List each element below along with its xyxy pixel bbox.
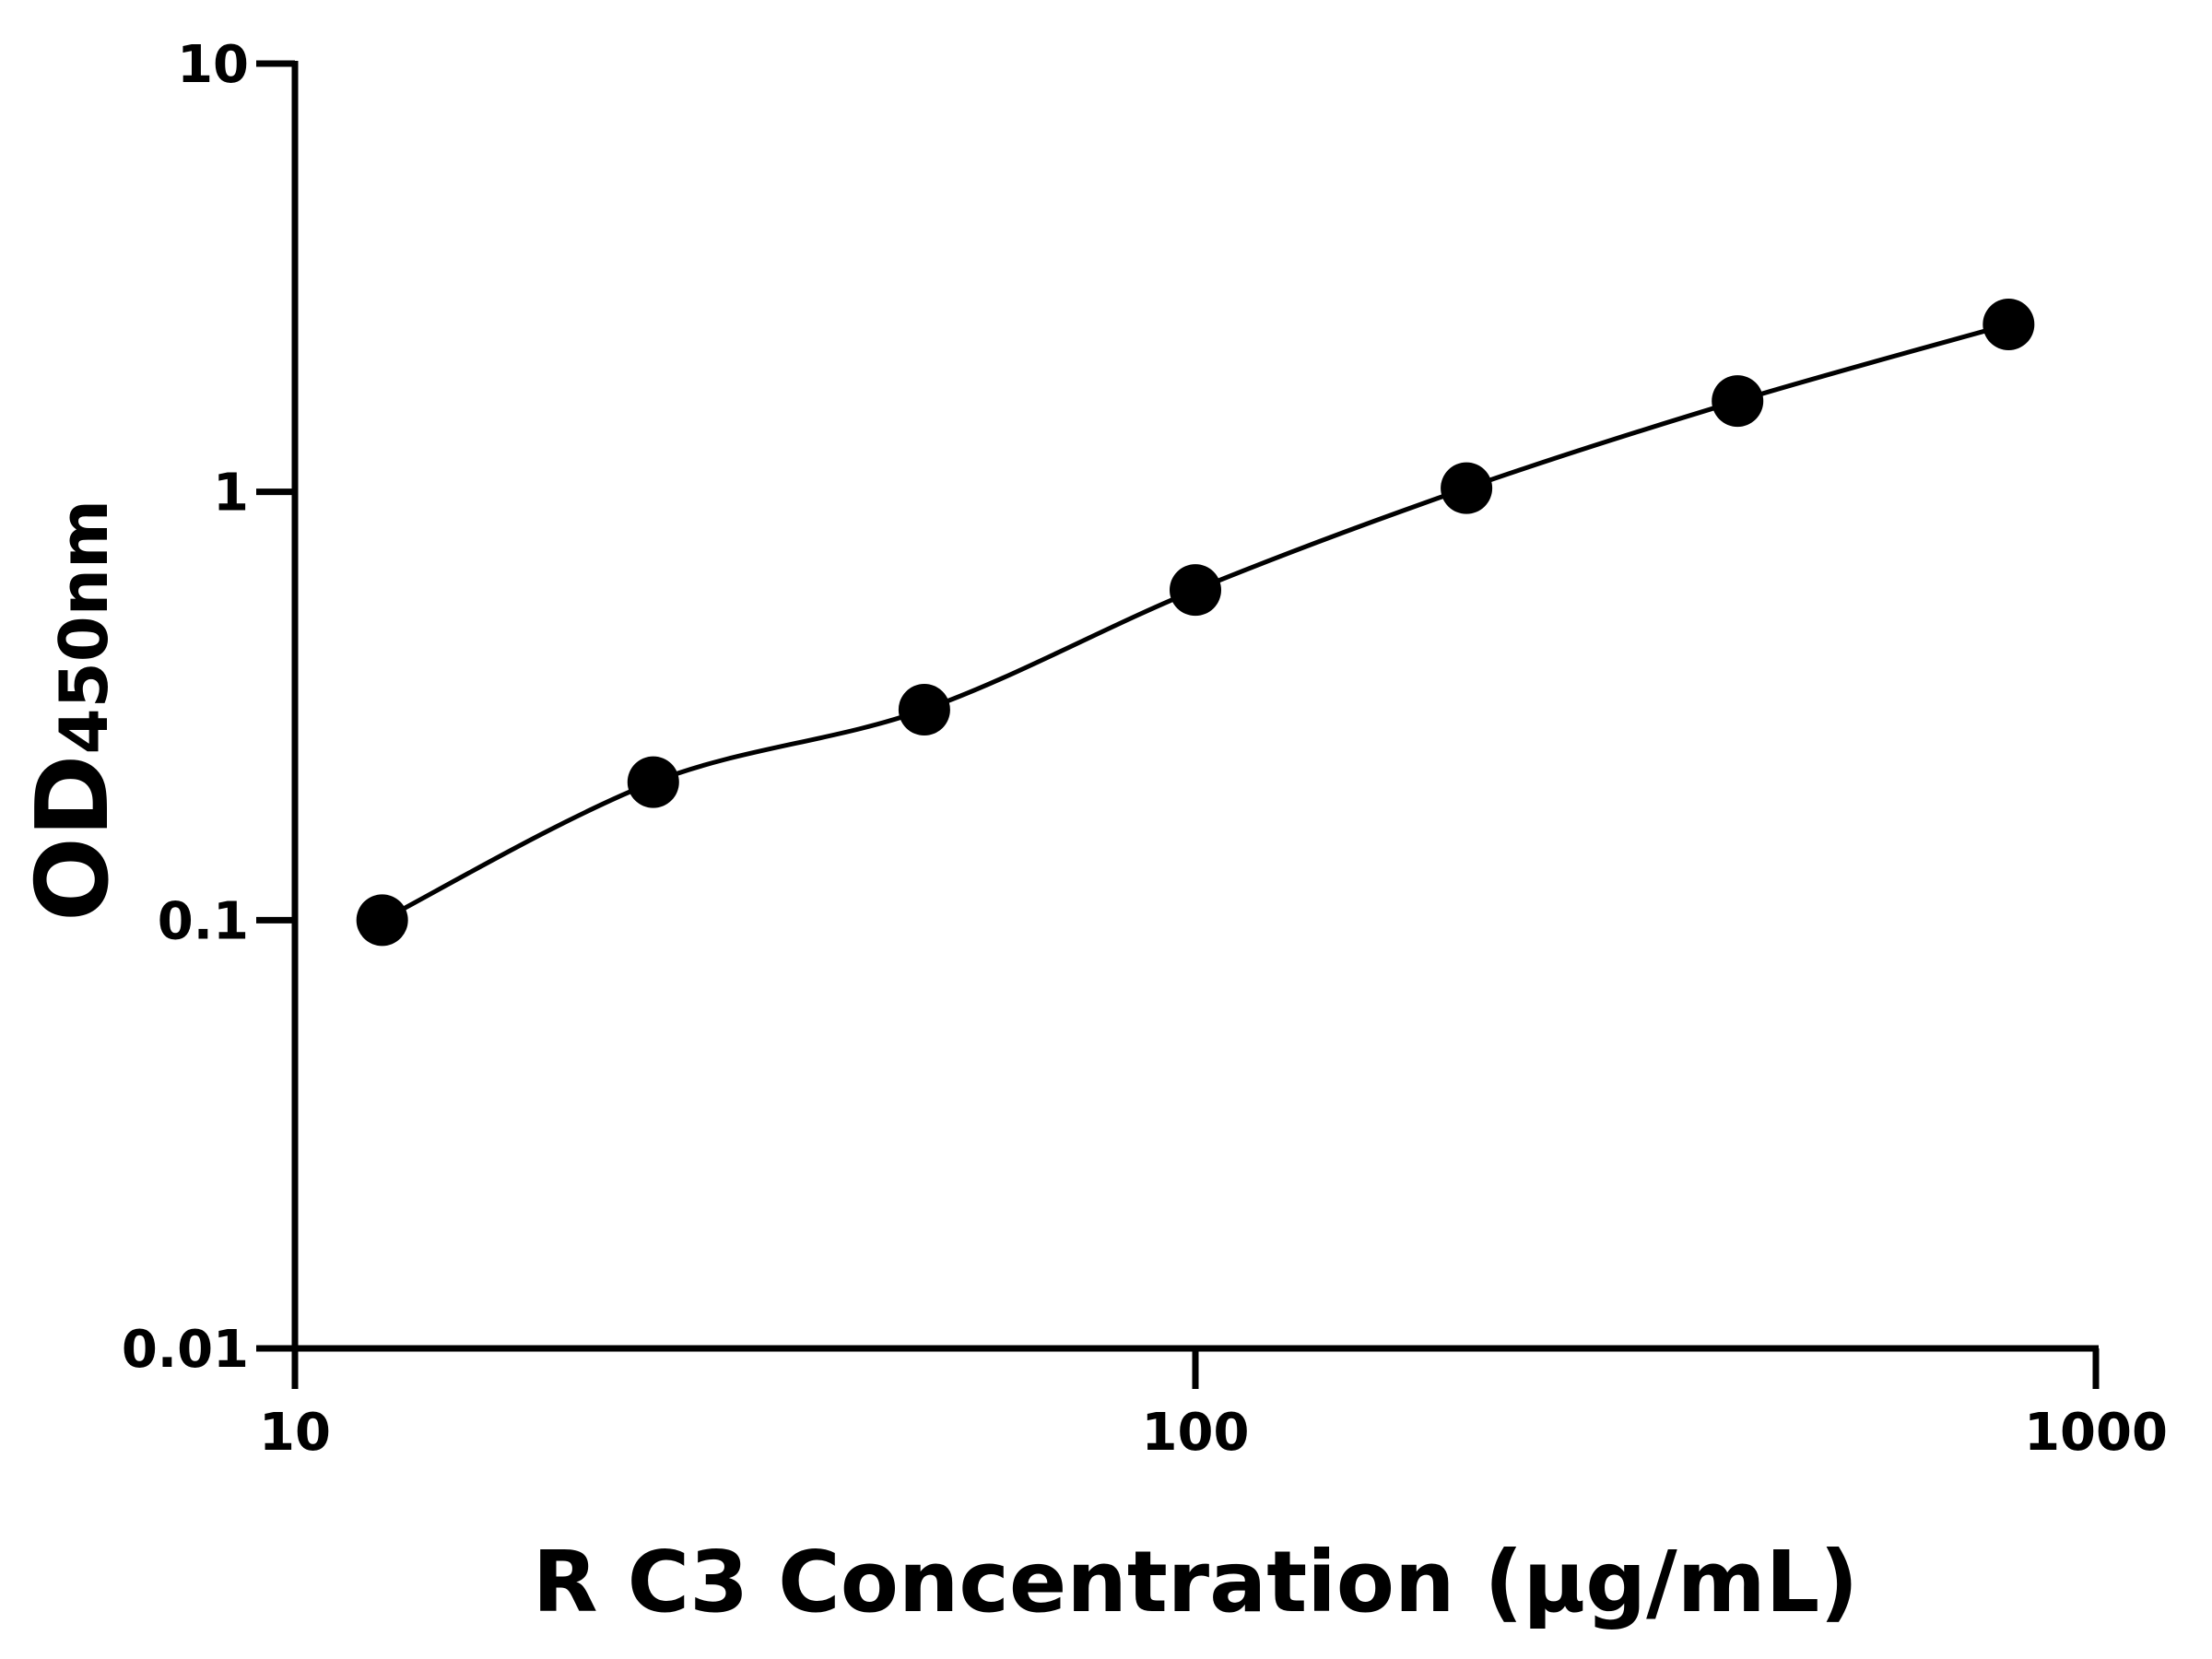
y-axis-label-sub: 450nm (45, 500, 123, 755)
data-point (1983, 299, 2035, 351)
x-tick-label: 10 (259, 1403, 331, 1463)
x-tick-label: 1000 (2024, 1403, 2168, 1463)
y-axis-label: OD450nm (16, 500, 131, 922)
y-tick-label: 1 (213, 464, 249, 524)
y-tick-label: 10 (177, 35, 249, 95)
y-tick-label: 0.1 (158, 891, 249, 951)
data-point (627, 756, 679, 808)
x-tick-label: 100 (1142, 1403, 1250, 1463)
data-point (898, 684, 950, 736)
y-tick-label: 0.01 (122, 1320, 249, 1380)
data-point (1712, 375, 1764, 428)
y-axis-label-main: OD (16, 755, 131, 922)
fitted-curve-line (381, 322, 2009, 923)
svg-text:OD450nm: OD450nm (16, 500, 131, 922)
data-point (356, 894, 408, 947)
data-point (1441, 462, 1493, 514)
data-point (1170, 564, 1221, 617)
x-axis-label: R C3 Concentration (μg/mL) (533, 1533, 1859, 1631)
